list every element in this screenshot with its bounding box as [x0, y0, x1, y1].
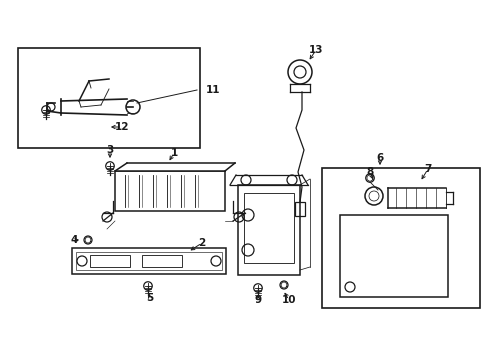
- Bar: [339, 215, 447, 297]
- Bar: [294, 202, 305, 216]
- Bar: [244, 193, 293, 263]
- Text: 3: 3: [106, 145, 113, 155]
- Text: 9: 9: [254, 295, 261, 305]
- Text: 7: 7: [424, 164, 431, 174]
- Bar: [238, 185, 299, 275]
- Text: 8: 8: [366, 167, 373, 177]
- Text: 11: 11: [205, 85, 220, 95]
- Text: 10: 10: [281, 295, 296, 305]
- Text: 6: 6: [376, 153, 383, 163]
- Bar: [90, 255, 130, 267]
- Text: 5: 5: [146, 293, 153, 303]
- Text: 12: 12: [115, 122, 129, 132]
- Bar: [72, 248, 225, 274]
- Bar: [321, 168, 479, 308]
- Bar: [76, 252, 222, 270]
- Text: 13: 13: [308, 45, 323, 55]
- Bar: [18, 48, 200, 148]
- Text: 4: 4: [70, 235, 78, 245]
- Text: 2: 2: [198, 238, 205, 248]
- Text: 1: 1: [170, 148, 177, 158]
- Bar: [115, 171, 224, 211]
- Bar: [142, 255, 182, 267]
